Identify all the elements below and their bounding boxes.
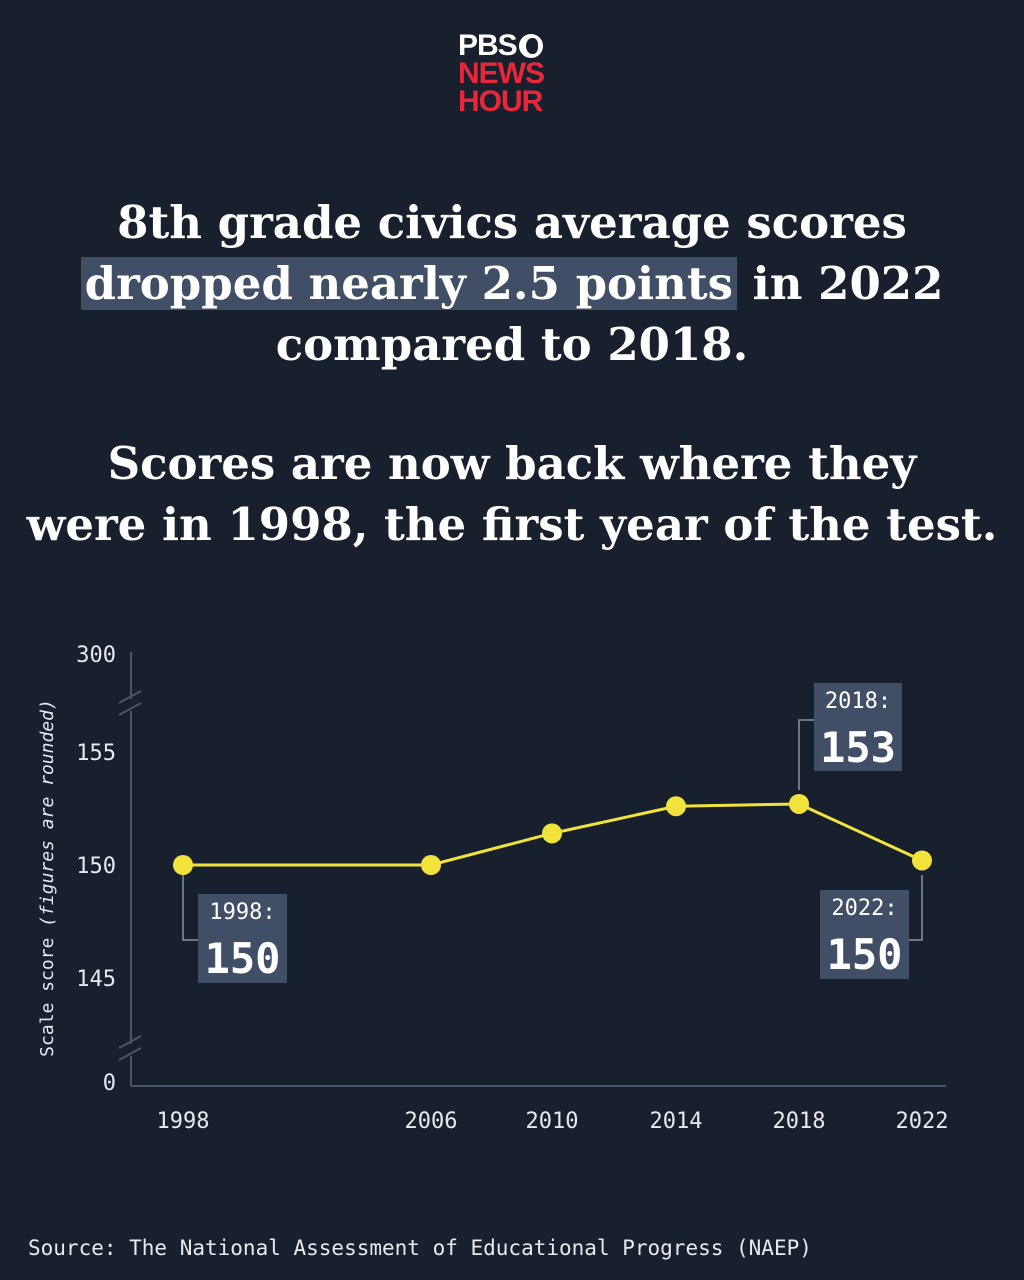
callout-value-1998: 150 — [205, 934, 281, 983]
callout-box-1998 — [198, 894, 287, 983]
x-tick-label-1998: 1998 — [157, 1109, 210, 1134]
logo-pbs: PBS — [458, 29, 518, 62]
y-axis-title-note: (figures are rounded) — [37, 699, 58, 927]
callout-box-2022 — [820, 890, 909, 979]
x-tick-label-2014: 2014 — [650, 1109, 703, 1134]
data-point-2006 — [421, 855, 441, 875]
headline: 8th grade civics average scores dropped … — [0, 192, 1024, 375]
headline-highlight: dropped nearly 2.5 points — [80, 257, 737, 310]
logo-news: NEWS — [458, 57, 545, 90]
callout-connector-2018 — [798, 719, 814, 790]
subheadline: Scores are now back where they were in 1… — [0, 433, 1024, 555]
data-point-2010 — [542, 823, 562, 844]
headline-line-2-rest: in 2022 — [736, 257, 944, 310]
callout-box-2018 — [814, 683, 902, 771]
axis-break-mark-1a — [118, 690, 142, 704]
x-tick-label-2010: 2010 — [526, 1109, 579, 1134]
callout-connector-2022 — [909, 875, 923, 941]
series-line — [183, 802, 923, 867]
callout-value-2018: 153 — [820, 723, 896, 772]
y-tick-label-145: 145 — [76, 967, 116, 992]
y-tick-label-150: 150 — [76, 854, 116, 879]
subheadline-line-2: were in 1998, the first year of the test… — [26, 498, 998, 551]
callout-label-2018: 2018: — [825, 689, 891, 714]
pbs-newshour-logo: PBS NEWS HOUR — [458, 29, 568, 118]
headline-line-1: 8th grade civics average scores — [117, 196, 907, 249]
axis-break-gap-2 — [125, 1044, 137, 1056]
data-point-2022 — [912, 850, 932, 871]
callout-value-2022: 150 — [827, 930, 903, 979]
y-tick-label-155: 155 — [76, 741, 116, 766]
y-tick-label-0: 0 — [103, 1071, 116, 1096]
axis-break-mark-2a — [118, 1035, 142, 1049]
y-axis-title-main: Scale score — [37, 927, 58, 1057]
subheadline-line-1: Scores are now back where they — [107, 437, 917, 490]
data-point-2018 — [789, 793, 809, 814]
x-tick-label-2022: 2022 — [896, 1109, 949, 1134]
y-axis-title: Scale score (figures are rounded) — [37, 699, 58, 1057]
x-tick-label-2006: 2006 — [405, 1109, 458, 1134]
source-note: Source: The National Assessment of Educa… — [28, 1236, 812, 1260]
data-point-2014 — [666, 796, 686, 817]
axis-break-mark-1b — [118, 702, 142, 716]
axis-break-gap-1 — [125, 699, 137, 711]
pbs-head-icon — [518, 34, 543, 58]
axis-break-mark-2b — [118, 1047, 142, 1061]
y-tick-label-300: 300 — [76, 643, 116, 668]
callout-label-1998: 1998: — [209, 900, 275, 925]
logo-hour: HOUR — [458, 85, 543, 118]
headline-line-3: compared to 2018. — [275, 318, 749, 371]
x-tick-label-2018: 2018 — [773, 1109, 826, 1134]
callout-label-2022: 2022: — [831, 896, 897, 921]
data-point-1998 — [173, 855, 193, 875]
headline-line-2: dropped nearly 2.5 points in 2022 — [0, 253, 1024, 314]
callout-connector-1998 — [182, 875, 198, 941]
